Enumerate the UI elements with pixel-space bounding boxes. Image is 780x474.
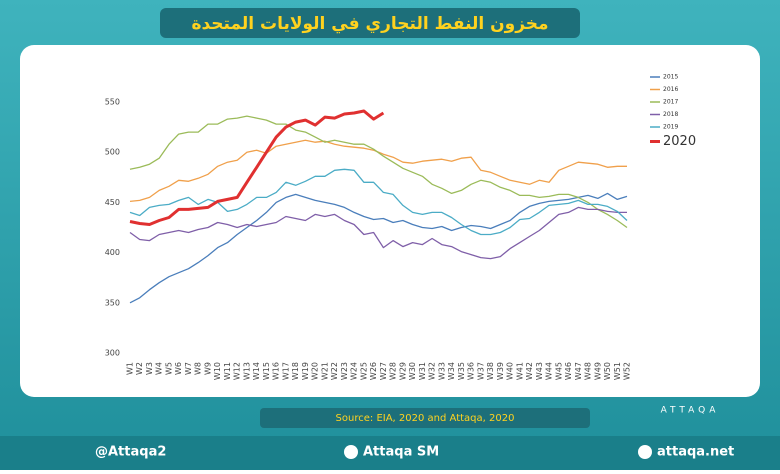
x-tick-label: W22 bbox=[330, 362, 339, 380]
x-tick-label: W42 bbox=[525, 362, 534, 380]
x-tick-label: W32 bbox=[428, 362, 437, 380]
series-line bbox=[129, 206, 627, 260]
y-tick-label: 550 bbox=[105, 98, 120, 107]
social: Attaqa SM bbox=[363, 445, 439, 460]
x-tick-label: W18 bbox=[291, 362, 300, 380]
y-tick-label: 350 bbox=[105, 298, 120, 307]
series-line bbox=[129, 168, 628, 236]
y-tick-label: 300 bbox=[105, 349, 120, 358]
x-tick-label: W35 bbox=[457, 362, 466, 380]
title-banner bbox=[160, 8, 580, 38]
series-line bbox=[129, 192, 628, 304]
x-tick-label: W38 bbox=[486, 362, 495, 380]
legend-label: 2019 bbox=[663, 124, 678, 131]
x-tick-label: W29 bbox=[398, 362, 407, 380]
chart-title: مخزون النفط التجاري في الولايات المتحدة bbox=[191, 14, 548, 34]
x-tick-label: W20 bbox=[311, 362, 320, 380]
x-tick-label: W34 bbox=[447, 362, 456, 380]
x-tick-label: W13 bbox=[242, 362, 251, 380]
x-tick-label: W49 bbox=[593, 362, 602, 380]
x-tick-label: W30 bbox=[408, 362, 417, 380]
x-tick-label: W9 bbox=[203, 362, 212, 375]
site-icon bbox=[638, 445, 652, 459]
x-tick-label: W14 bbox=[252, 362, 261, 380]
x-tick-label: W2 bbox=[135, 362, 144, 375]
x-tick-label: W37 bbox=[476, 362, 485, 380]
x-tick-label: W1 bbox=[126, 362, 135, 375]
x-tick-label: W45 bbox=[554, 362, 563, 380]
x-tick-label: W5 bbox=[164, 362, 173, 375]
x-tick-label: W15 bbox=[262, 362, 271, 380]
x-tick-label: W41 bbox=[515, 362, 524, 380]
social-icon bbox=[344, 445, 358, 459]
twitter-handle: @Attaqa2 bbox=[95, 445, 166, 460]
x-tick-label: W43 bbox=[535, 362, 544, 380]
logo: الطاقة bbox=[650, 367, 750, 402]
x-tick-label: W36 bbox=[467, 362, 476, 380]
x-tick-label: W23 bbox=[340, 362, 349, 380]
legend-label: 2017 bbox=[663, 99, 678, 106]
logo-latin: ATTAQA bbox=[661, 406, 720, 416]
x-tick-label: W12 bbox=[233, 362, 242, 380]
x-tick-label: W47 bbox=[574, 362, 583, 380]
x-tick-label: W26 bbox=[369, 362, 378, 380]
x-tick-label: W39 bbox=[496, 362, 505, 380]
x-tick-label: W8 bbox=[194, 362, 203, 375]
x-tick-label: W10 bbox=[213, 362, 222, 380]
x-tick-label: W11 bbox=[223, 362, 232, 380]
x-tick-label: W48 bbox=[584, 362, 593, 380]
x-tick-label: W16 bbox=[272, 362, 281, 380]
x-tick-label: W21 bbox=[320, 362, 329, 380]
x-tick-label: W52 bbox=[623, 362, 632, 380]
x-tick-label: W33 bbox=[437, 362, 446, 380]
x-tick-label: W28 bbox=[389, 362, 398, 380]
x-tick-label: W50 bbox=[603, 362, 612, 380]
x-tick-label: W24 bbox=[350, 362, 359, 380]
legend-label: 2015 bbox=[663, 74, 678, 81]
y-tick-label: 500 bbox=[105, 148, 120, 157]
source-band bbox=[260, 408, 590, 428]
x-tick-label: W40 bbox=[506, 362, 515, 380]
x-tick-label: W27 bbox=[379, 362, 388, 380]
y-tick-label: 450 bbox=[105, 198, 120, 207]
x-tick-label: W7 bbox=[184, 362, 193, 375]
site: attaqa.net bbox=[657, 445, 734, 460]
x-tick-label: W31 bbox=[418, 362, 427, 380]
x-tick-label: W17 bbox=[281, 362, 290, 380]
x-tick-label: W25 bbox=[359, 362, 368, 380]
x-tick-label: W44 bbox=[545, 362, 554, 380]
x-tick-label: W4 bbox=[155, 362, 164, 375]
source: Source: EIA, 2020 and Attaqa, 2020 bbox=[336, 413, 515, 424]
legend-label: 2016 bbox=[663, 86, 678, 93]
series-line bbox=[129, 109, 385, 226]
x-tick-label: W6 bbox=[174, 362, 183, 375]
x-tick-label: W46 bbox=[564, 362, 573, 380]
legend-label: 2020 bbox=[663, 134, 696, 149]
x-tick-label: W3 bbox=[145, 362, 154, 375]
x-tick-label: W19 bbox=[301, 362, 310, 380]
legend-label: 2018 bbox=[663, 111, 678, 118]
y-tick-label: 400 bbox=[105, 248, 120, 257]
series-line bbox=[129, 115, 628, 229]
x-tick-label: W51 bbox=[613, 362, 622, 380]
